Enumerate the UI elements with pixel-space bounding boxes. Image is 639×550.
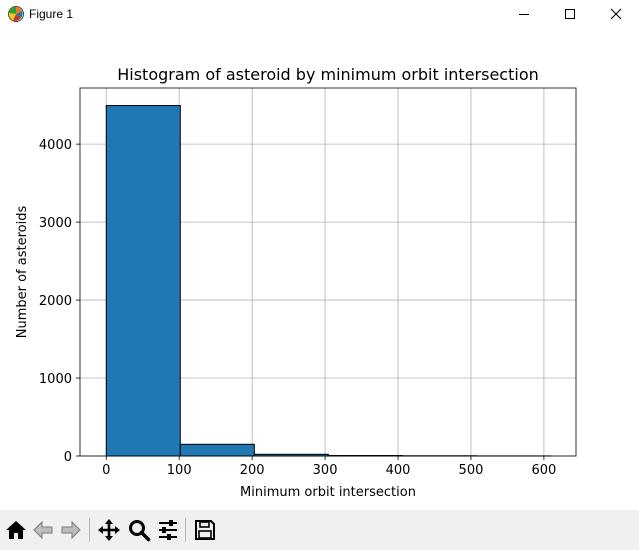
back-arrow-icon <box>33 520 53 540</box>
forward-button[interactable] <box>58 517 84 543</box>
toolbar-separator <box>185 518 186 542</box>
y-tick-label: 4000 <box>39 138 72 153</box>
histogram-bar <box>105 105 181 457</box>
x-axis-label: Minimum orbit intersection <box>240 485 416 500</box>
pan-button[interactable] <box>96 517 122 543</box>
x-tick-label: 200 <box>240 463 265 478</box>
x-tick-label: 300 <box>313 463 338 478</box>
home-button[interactable] <box>3 517 29 543</box>
histogram-bars <box>105 105 551 457</box>
window-title: Figure 1 <box>29 7 74 21</box>
maximize-icon <box>565 9 575 19</box>
chart-title: Histogram of asteroid by minimum orbit i… <box>117 65 539 84</box>
axes-frame <box>79 87 577 457</box>
minimize-icon <box>519 14 529 15</box>
axis-ticks: 0 100 200 300 400 500 600 0 1000 2000 3000 4000 <box>39 138 556 478</box>
minimize-button[interactable] <box>501 0 547 28</box>
y-tick-label: 1000 <box>39 372 72 387</box>
floppy-disk-icon <box>195 520 215 540</box>
window-titlebar: Figure 1 <box>0 0 639 28</box>
save-button[interactable] <box>192 517 218 543</box>
maximize-button[interactable] <box>547 0 593 28</box>
x-tick-label: 600 <box>531 463 556 478</box>
magnifier-icon <box>129 520 151 542</box>
y-tick-label: 2000 <box>39 294 72 309</box>
x-tick-label: 100 <box>167 463 192 478</box>
sliders-icon <box>159 520 177 540</box>
zoom-button[interactable] <box>126 517 152 543</box>
x-tick-label: 0 <box>102 463 110 478</box>
x-tick-label: 500 <box>459 463 484 478</box>
close-button[interactable] <box>593 0 639 28</box>
configure-subplots-button[interactable] <box>155 517 181 543</box>
histogram-bar <box>179 443 255 457</box>
navigation-toolbar <box>0 510 639 550</box>
back-button[interactable] <box>30 517 56 543</box>
matplotlib-logo-icon <box>8 6 24 22</box>
histogram-chart: 0 100 200 300 400 500 600 0 1000 2000 3000 4000 His… <box>15 65 577 500</box>
close-icon <box>610 8 622 20</box>
toolbar-separator <box>89 518 90 542</box>
y-axis-label: Number of asteroids <box>15 206 30 339</box>
home-icon <box>6 521 26 539</box>
y-tick-label: 0 <box>64 450 72 465</box>
x-tick-label: 400 <box>386 463 411 478</box>
figure-canvas[interactable]: 0 100 200 300 400 500 600 0 1000 2000 3000 4000 His… <box>0 28 639 510</box>
move-icon <box>98 519 120 541</box>
y-tick-label: 3000 <box>39 216 72 231</box>
forward-arrow-icon <box>61 520 81 540</box>
